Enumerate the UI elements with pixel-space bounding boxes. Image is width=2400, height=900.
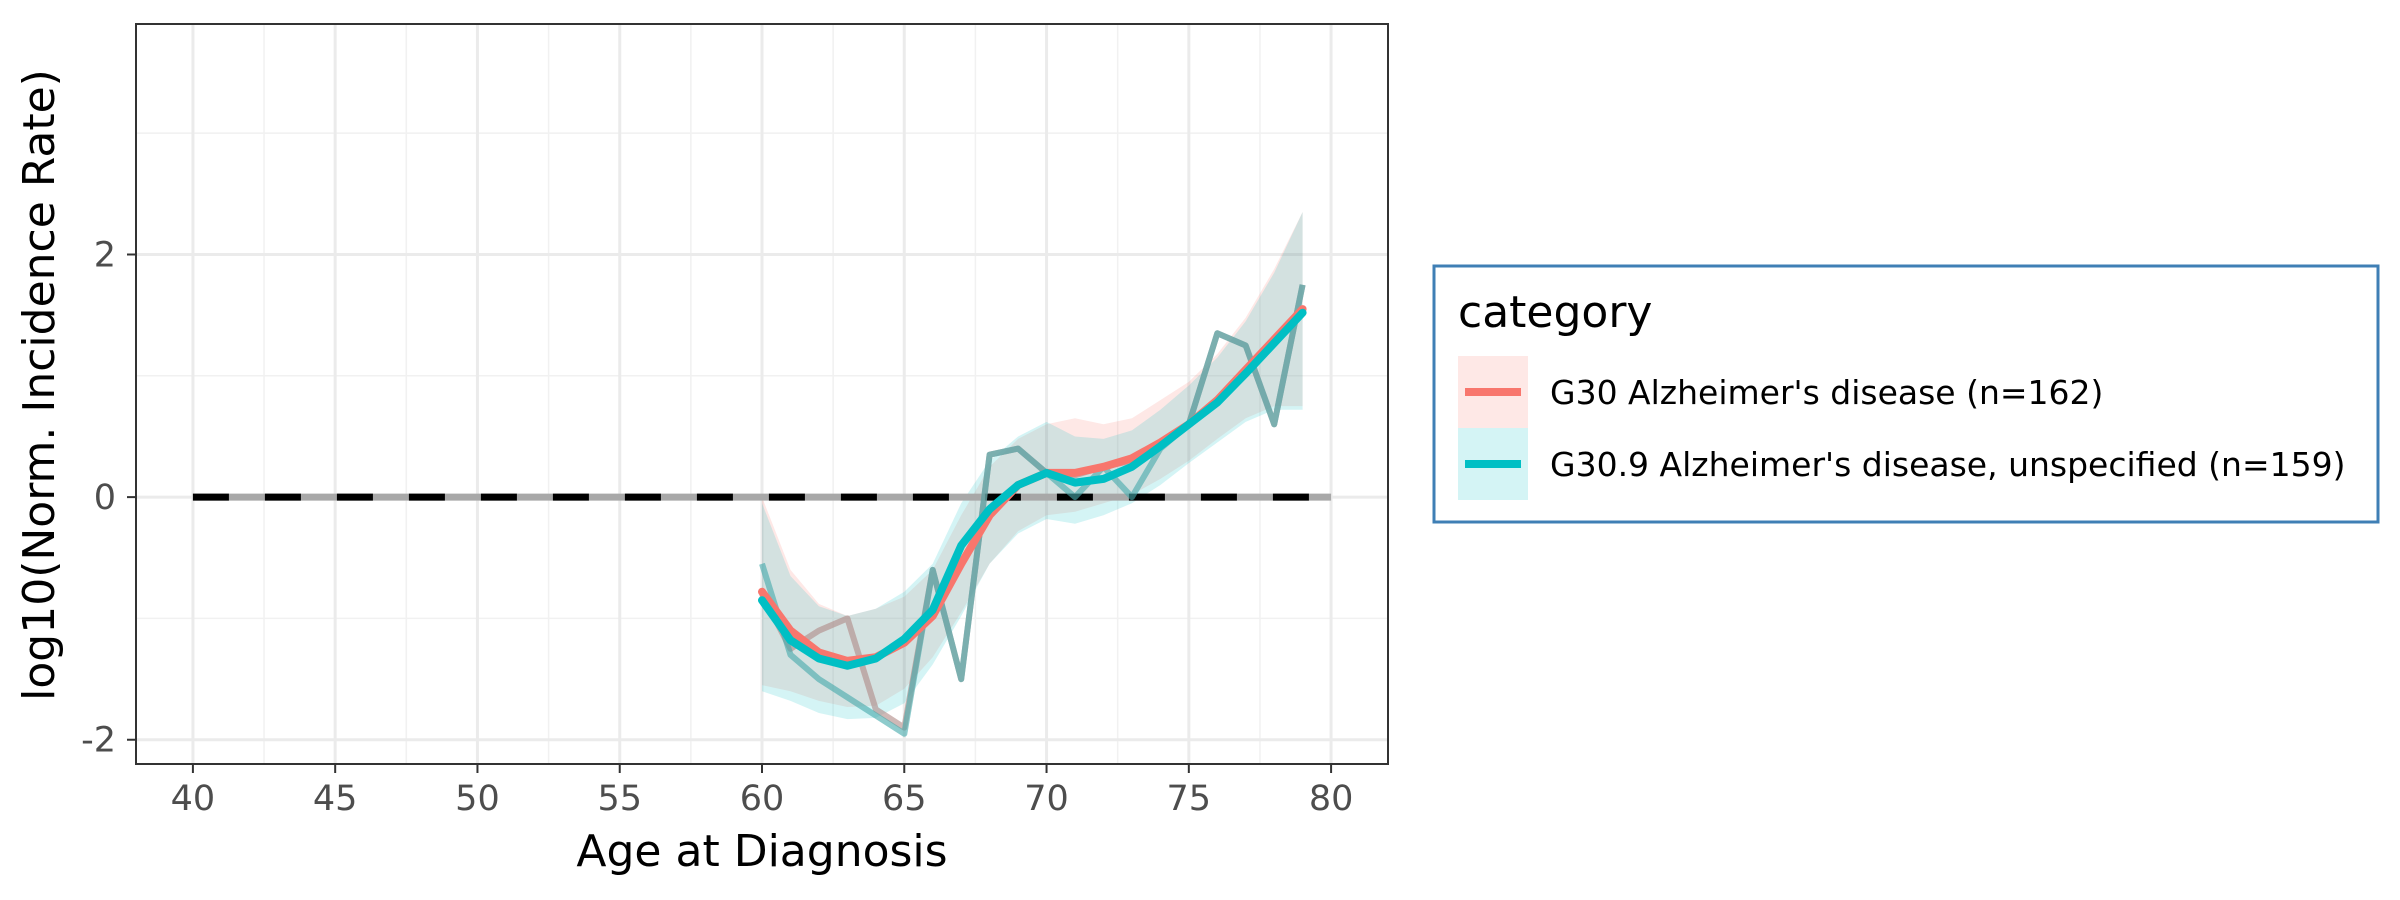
y-axis-ticks: -2 0 2 xyxy=(81,235,136,761)
legend-label: G30 Alzheimer's disease (n=162) xyxy=(1550,373,2103,412)
y-axis-title: log10(Norm. Incidence Rate) xyxy=(14,69,65,701)
confidence-band xyxy=(762,212,1303,707)
confidence-bands xyxy=(762,212,1303,720)
x-axis-ticks: 40 45 50 55 60 65 70 75 80 xyxy=(171,764,1354,819)
smooth-series-line xyxy=(758,308,1307,670)
axes: 40 45 50 55 60 65 70 75 80 -2 0 2 Age at Diagnosis… xyxy=(14,69,1353,877)
y-tick-label: 0 xyxy=(94,478,116,518)
smooth-lines xyxy=(758,305,1307,670)
plot-area xyxy=(135,23,1389,765)
x-tick-label: 60 xyxy=(740,779,785,819)
legend-box xyxy=(1432,264,2380,524)
x-tick-label: 55 xyxy=(597,779,642,819)
x-tick-label: 50 xyxy=(455,779,500,819)
legend: category G30 Alzheimer's disease (n=162)… xyxy=(1432,264,2380,524)
raw-lines xyxy=(759,284,1306,737)
legend-label: G30.9 Alzheimer's disease, unspecified (… xyxy=(1550,445,2345,484)
x-tick-label: 40 xyxy=(171,779,216,819)
y-tick-label: 2 xyxy=(94,235,116,275)
legend-title: category xyxy=(1458,287,1652,338)
raw-series-shade xyxy=(759,284,1306,731)
confidence-band xyxy=(762,212,1303,720)
y-tick-label: -2 xyxy=(81,721,116,761)
x-axis-title: Age at Diagnosis xyxy=(576,826,947,877)
x-tick-label: 65 xyxy=(882,779,927,819)
legend-entries: G30 Alzheimer's disease (n=162) G30.9 Alz… xyxy=(1458,356,2345,500)
raw-series-shade xyxy=(759,284,1306,737)
x-tick-label: 75 xyxy=(1167,779,1212,819)
raw-series-line xyxy=(759,284,1306,737)
x-tick-label: 45 xyxy=(313,779,358,819)
x-tick-label: 80 xyxy=(1309,779,1354,819)
x-tick-label: 70 xyxy=(1024,779,1069,819)
raw-series-line xyxy=(759,284,1306,731)
